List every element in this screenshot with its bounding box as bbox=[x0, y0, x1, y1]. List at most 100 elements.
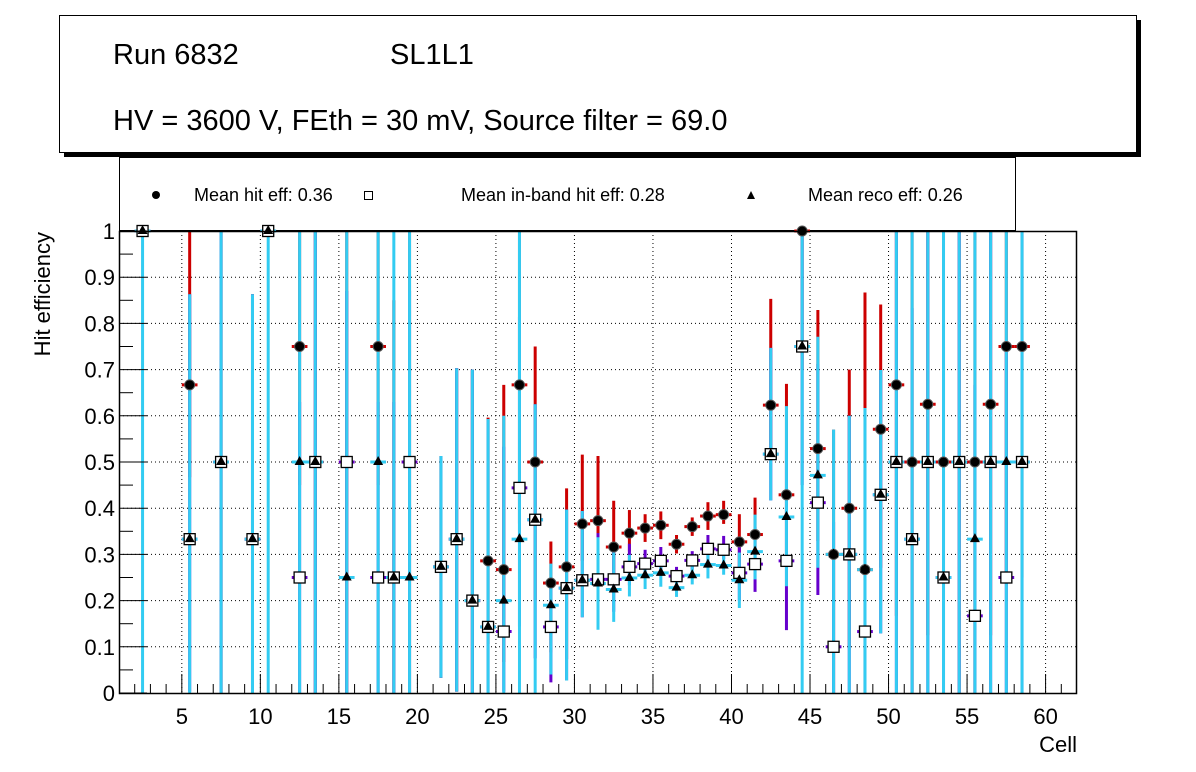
data-point-inband bbox=[670, 569, 683, 583]
data-point-reco bbox=[891, 456, 902, 465]
x-tick-label: 40 bbox=[719, 704, 743, 729]
data-point-reco bbox=[1017, 456, 1028, 465]
data-point-reco bbox=[310, 456, 321, 465]
data-point-reco bbox=[624, 571, 635, 581]
data-point-inband bbox=[544, 620, 558, 634]
y-tick-label: 0.4 bbox=[84, 496, 115, 521]
legend-box bbox=[119, 157, 1016, 231]
data-point-hit bbox=[608, 541, 620, 553]
data-point-hit bbox=[749, 529, 761, 541]
data-point-reco bbox=[702, 558, 713, 568]
title-box bbox=[59, 15, 1137, 153]
data-point-reco bbox=[467, 594, 478, 604]
legend-label-hit: Mean hit eff: 0.36 bbox=[194, 185, 333, 205]
data-point-hit bbox=[498, 564, 510, 576]
data-point-hit bbox=[529, 456, 541, 468]
data-point-hit bbox=[922, 398, 934, 410]
x-tick-label: 50 bbox=[876, 704, 900, 729]
legend-marker-reco bbox=[747, 191, 755, 199]
y-tick-label: 0.3 bbox=[84, 542, 115, 567]
data-point-reco bbox=[750, 545, 761, 555]
data-point-inband bbox=[701, 542, 715, 556]
data-point-inband bbox=[607, 573, 620, 586]
data-point-reco bbox=[247, 533, 258, 543]
x-tick-label: 15 bbox=[327, 704, 351, 729]
data-point-inband bbox=[623, 560, 636, 574]
data-point-hit bbox=[1000, 341, 1012, 352]
y-tick-label: 0.9 bbox=[84, 265, 115, 290]
markers bbox=[136, 224, 1029, 653]
legend-marker-inband bbox=[364, 191, 373, 200]
data-point-hit bbox=[184, 379, 196, 391]
data-point-hit bbox=[906, 456, 918, 468]
data-point-inband bbox=[968, 609, 982, 622]
y-tick-label: 0.2 bbox=[84, 589, 115, 614]
data-point-reco bbox=[435, 560, 446, 570]
x-tick-label: 55 bbox=[955, 704, 979, 729]
data-point-reco bbox=[184, 533, 195, 543]
x-tick-label: 20 bbox=[405, 704, 429, 729]
data-point-reco bbox=[828, 548, 839, 558]
data-point-inband bbox=[638, 557, 652, 570]
data-point-reco bbox=[797, 340, 808, 350]
data-point-inband bbox=[403, 455, 416, 469]
y-axis-label: Hit efficiency bbox=[30, 232, 55, 356]
data-point-inband bbox=[686, 554, 699, 567]
run-label: Run 6832 bbox=[113, 39, 239, 71]
legend-marker-hit bbox=[152, 191, 160, 199]
y-tick-label: 1 bbox=[103, 219, 115, 244]
data-point-inband bbox=[654, 554, 667, 568]
data-point-reco bbox=[985, 456, 996, 465]
y-axis: 0 0.1 0.2 0.3 0.4 0.5 0.6 0.7 0.8 0.9 1 bbox=[84, 219, 147, 706]
data-point-reco bbox=[483, 620, 494, 630]
y-tick-label: 0.1 bbox=[84, 635, 115, 660]
data-point-reco bbox=[388, 571, 399, 581]
data-point-hit bbox=[890, 379, 902, 391]
data-point-reco bbox=[859, 563, 870, 573]
legend-label-inband: Mean in-band hit eff: 0.28 bbox=[461, 185, 665, 205]
data-point-inband bbox=[717, 543, 730, 556]
x-axis: 5 10 15 20 25 30 35 40 45 50 55 60 bbox=[134, 674, 1062, 729]
data-point-hit bbox=[812, 443, 824, 455]
data-point-inband bbox=[858, 625, 872, 638]
data-point-reco bbox=[718, 559, 729, 569]
data-point-inband bbox=[340, 455, 353, 469]
x-axis-label: Cell bbox=[1039, 732, 1077, 757]
data-point-reco bbox=[781, 510, 792, 520]
data-point-reco bbox=[922, 456, 933, 465]
data-point-reco bbox=[404, 571, 415, 581]
data-point-hit bbox=[985, 398, 997, 410]
data-point-hit bbox=[655, 519, 667, 531]
x-tick-label: 35 bbox=[641, 704, 665, 729]
data-point-hit bbox=[561, 561, 573, 573]
data-point-reco bbox=[593, 577, 603, 587]
data-point-reco bbox=[938, 571, 949, 581]
data-point-reco bbox=[498, 594, 509, 604]
data-point-hit bbox=[623, 527, 635, 539]
x-tick-label: 10 bbox=[248, 704, 272, 729]
data-point-hit bbox=[702, 510, 714, 522]
y-tick-label: 0.7 bbox=[84, 358, 115, 383]
x-tick-label: 5 bbox=[176, 704, 188, 729]
data-point-hit bbox=[294, 341, 306, 352]
settings-label: HV = 3600 V, FEth = 30 mV, Source filter… bbox=[113, 105, 727, 137]
y-tick-label: 0.8 bbox=[84, 311, 115, 336]
data-point-reco bbox=[671, 581, 682, 591]
data-point-reco bbox=[545, 599, 556, 609]
data-point-reco bbox=[373, 456, 384, 465]
data-point-hit bbox=[875, 423, 887, 435]
x-tick-label: 30 bbox=[562, 704, 586, 729]
data-point-hit bbox=[765, 399, 777, 411]
data-point-hit bbox=[372, 341, 384, 352]
data-point-inband bbox=[811, 496, 825, 509]
data-point-reco bbox=[341, 571, 352, 581]
data-point-reco bbox=[561, 582, 572, 592]
data-point-reco bbox=[687, 569, 698, 579]
x-tick-label: 60 bbox=[1033, 704, 1057, 729]
y-tick-label: 0.5 bbox=[84, 450, 115, 475]
data-point-reco bbox=[514, 533, 525, 543]
data-point-hit bbox=[780, 489, 792, 501]
data-point-hit bbox=[639, 522, 651, 534]
data-point-hit bbox=[938, 456, 950, 468]
layer-label: SL1L1 bbox=[390, 39, 474, 71]
